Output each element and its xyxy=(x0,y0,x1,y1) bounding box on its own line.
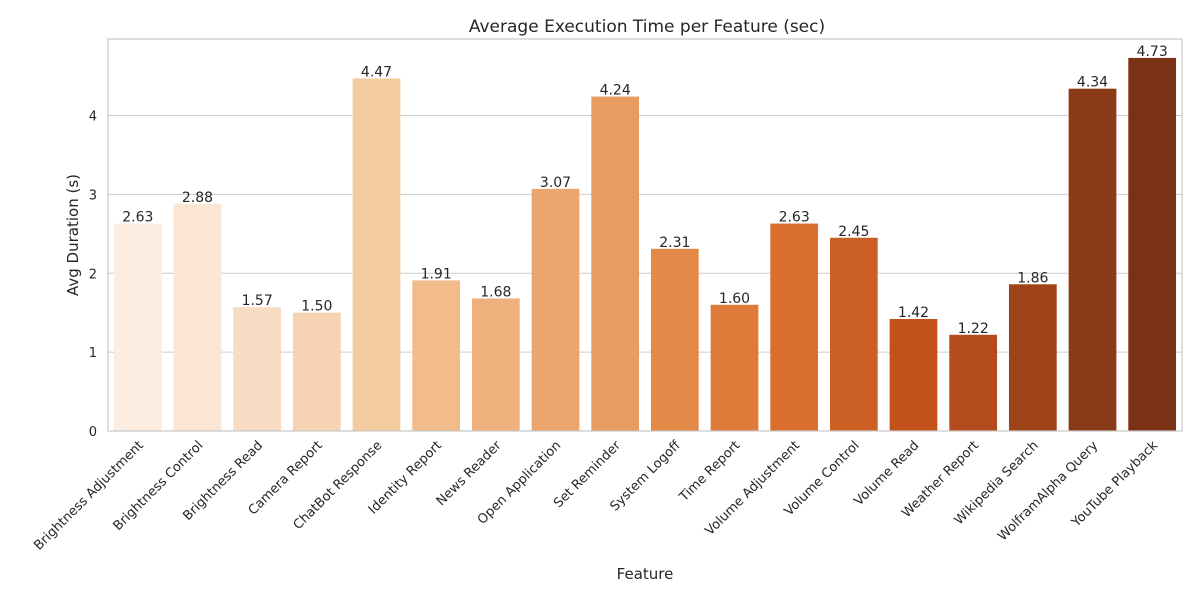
data-label: 1.22 xyxy=(958,321,989,337)
x-axis-label: Feature xyxy=(617,565,674,583)
bar xyxy=(292,312,341,431)
data-label: 4.34 xyxy=(1077,75,1108,91)
data-labels: 2.63 2.88 1.57 1.50 4.47 1.91 1.68 3.07 4.24 2.31… xyxy=(122,44,1168,337)
data-label: 4.24 xyxy=(600,83,631,99)
x-tick-label: WolframAlpha Query xyxy=(995,438,1101,544)
bar xyxy=(949,334,998,431)
x-tick-label: Brightness Adjustment xyxy=(31,438,146,553)
data-label: 1.91 xyxy=(421,266,452,282)
bar xyxy=(1068,88,1117,432)
bar xyxy=(889,319,938,431)
chart-title: Average Execution Time per Feature (sec) xyxy=(469,17,825,37)
bar xyxy=(531,188,580,431)
data-label: 1.42 xyxy=(898,305,929,321)
bar xyxy=(352,78,401,432)
bar xyxy=(1008,284,1057,431)
data-label: 1.57 xyxy=(242,293,273,309)
bars xyxy=(113,57,1177,432)
data-label: 2.45 xyxy=(838,224,869,240)
bar xyxy=(829,237,878,431)
bar xyxy=(591,96,640,432)
data-label: 2.88 xyxy=(182,190,213,206)
plot-frame xyxy=(107,38,1183,432)
y-tick-label: 0 xyxy=(89,425,97,440)
data-label: 1.68 xyxy=(480,284,511,300)
y-axis-ticks: 0 1 2 3 4 xyxy=(89,110,97,440)
y-tick-label: 1 xyxy=(89,346,97,361)
bar xyxy=(113,223,162,431)
y-tick-label: 2 xyxy=(89,267,97,282)
y-axis-label: Avg Duration (s) xyxy=(64,174,82,296)
data-label: 1.50 xyxy=(301,299,332,315)
bar xyxy=(471,298,520,431)
bar xyxy=(412,280,461,431)
data-label: 2.63 xyxy=(779,210,810,226)
y-tick-label: 4 xyxy=(89,110,97,125)
data-label: 4.47 xyxy=(361,64,392,80)
x-tick-label: Time Report xyxy=(676,438,743,505)
data-label: 1.60 xyxy=(719,291,750,307)
data-label: 3.07 xyxy=(540,175,571,191)
data-label: 1.86 xyxy=(1017,270,1048,286)
bar xyxy=(233,307,282,431)
data-label: 2.31 xyxy=(659,235,690,251)
bar xyxy=(770,223,819,431)
bar xyxy=(650,248,699,431)
y-tick-label: 3 xyxy=(89,188,97,203)
bar xyxy=(173,203,222,431)
data-label: 4.73 xyxy=(1137,44,1168,60)
bar xyxy=(1128,57,1177,432)
data-label: 2.63 xyxy=(122,210,153,226)
bar xyxy=(710,304,759,431)
